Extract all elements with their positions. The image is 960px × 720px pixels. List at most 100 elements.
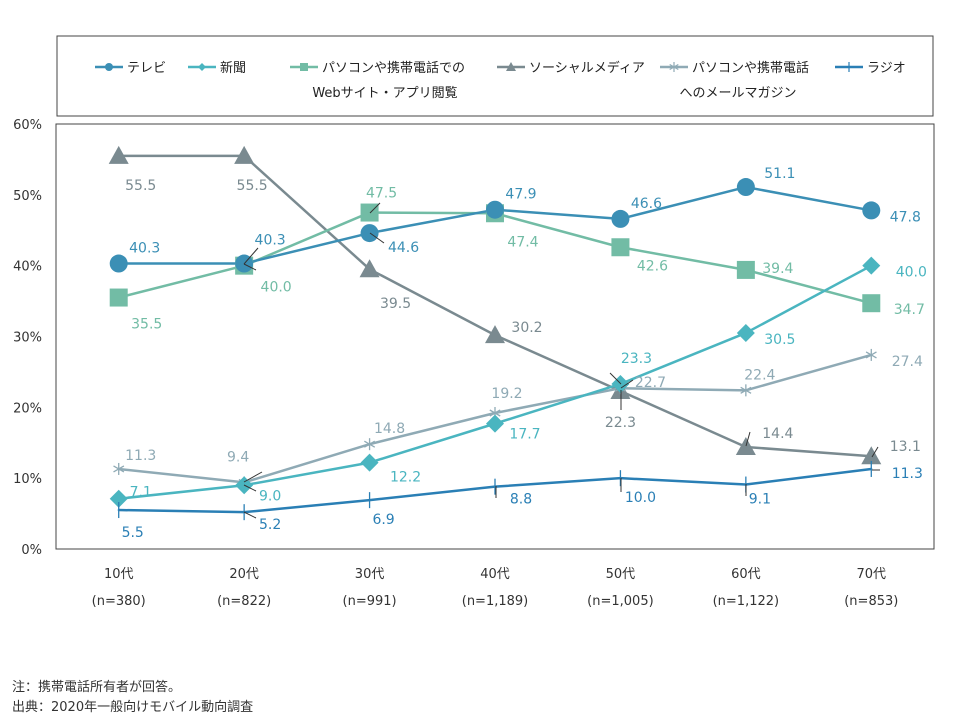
data-label: 12.2 [390, 470, 421, 486]
legend-box [56, 35, 934, 117]
data-label: 47.8 [890, 209, 921, 225]
data-label: 40.3 [255, 233, 286, 249]
data-point [108, 145, 129, 164]
legend-marker [506, 62, 516, 71]
data-label: 14.4 [762, 426, 793, 442]
label-leader-line [369, 202, 381, 214]
x-tick-sample-size: (n=822) [217, 594, 271, 609]
data-label: 13.1 [890, 439, 921, 455]
data-label: 55.5 [237, 178, 268, 194]
legend-label: パソコンや携帯電話での [322, 60, 465, 76]
data-label: 30.2 [511, 320, 542, 336]
data-label: 19.2 [491, 386, 522, 402]
data-label: 9.0 [259, 488, 281, 504]
data-label: 40.0 [896, 265, 927, 281]
legend-label: ラジオ [867, 61, 906, 76]
series-line [118, 185, 872, 265]
data-point [861, 446, 882, 465]
label-leader-line [243, 484, 257, 492]
data-point [862, 256, 881, 275]
data-label: 9.4 [227, 449, 249, 465]
data-point [364, 438, 376, 451]
data-point [109, 288, 128, 307]
data-point [359, 259, 380, 278]
data-label: 14.8 [374, 421, 405, 437]
y-tick-label: 40% [13, 260, 42, 275]
label-leader-line [871, 446, 879, 458]
x-tick-sample-size: (n=991) [343, 594, 397, 609]
data-point [862, 201, 881, 220]
data-point [117, 502, 120, 519]
x-tick-label: 20代 [229, 567, 259, 582]
x-tick-sample-size: (n=1,005) [587, 594, 654, 609]
data-label: 34.7 [894, 302, 925, 318]
x-tick-label: 60代 [731, 567, 761, 582]
label-leader-line [369, 232, 385, 244]
x-tick-label: 40代 [480, 567, 510, 582]
data-label: 35.5 [131, 317, 162, 333]
y-tick-label: 20% [13, 401, 42, 416]
x-tick-label: 30代 [355, 567, 385, 582]
label-leader-line [620, 379, 634, 389]
data-point [611, 209, 630, 228]
data-label: 42.6 [637, 258, 668, 274]
legend-marker [844, 62, 854, 72]
data-label: 5.5 [122, 525, 144, 541]
data-label: 39.5 [380, 296, 411, 312]
data-point [360, 203, 379, 222]
x-tick-sample-size: (n=1,189) [462, 594, 529, 609]
data-point [485, 325, 505, 344]
x-tick-label: 70代 [857, 567, 887, 582]
label-leader-line [243, 511, 257, 519]
source-note: 出典：2020年一般向けモバイル動向調査 [12, 700, 254, 715]
label-leader-line [243, 247, 259, 265]
data-label: 11.3 [892, 466, 923, 482]
data-point [611, 238, 630, 257]
data-point [360, 224, 379, 243]
x-tick-sample-size: (n=853) [844, 594, 898, 609]
label-leader-line [609, 372, 622, 385]
data-label: 17.7 [509, 427, 540, 443]
data-label: 5.2 [259, 517, 281, 533]
data-label: 30.5 [764, 332, 795, 348]
legend-marker [300, 63, 308, 71]
legend-label: パソコンや携帯電話 [692, 60, 809, 76]
y-tick-label: 50% [13, 189, 42, 204]
legend-label: テレビ [127, 61, 166, 76]
y-tick-label: 60% [13, 118, 42, 133]
x-tick-sample-size: (n=380) [92, 594, 146, 609]
data-point [865, 348, 877, 361]
series-line [118, 211, 872, 305]
data-label: 44.6 [388, 240, 419, 256]
label-leader-line [243, 263, 257, 271]
data-point [109, 489, 128, 508]
data-label: 7.1 [130, 485, 152, 501]
legend-label-line2: Webサイト・アプリ閲覧 [312, 85, 457, 101]
data-label: 22.7 [635, 375, 666, 391]
label-leader-line [745, 431, 751, 447]
data-label: 55.5 [125, 178, 156, 194]
data-point [736, 260, 755, 279]
data-point [109, 254, 128, 273]
data-label: 10.0 [625, 490, 656, 506]
data-point [740, 384, 752, 397]
data-label: 22.3 [605, 415, 636, 431]
legend-marker [669, 62, 679, 72]
data-label: 39.4 [762, 261, 793, 277]
plot-border [55, 123, 935, 550]
x-tick-sample-size: (n=1,122) [713, 594, 780, 609]
data-point [368, 492, 371, 509]
data-point [486, 200, 504, 219]
y-tick-label: 0% [21, 543, 42, 558]
data-label: 27.4 [892, 354, 923, 370]
data-label: 6.9 [372, 512, 394, 528]
data-label: 51.1 [764, 166, 795, 182]
data-point [870, 460, 873, 477]
data-point [862, 294, 881, 313]
legend-label: ソーシャルメディア [529, 60, 645, 76]
data-point [360, 453, 379, 472]
legend-label: 新聞 [220, 60, 246, 76]
footnote: 注：携帯電話所有者が回答。 [12, 680, 182, 695]
data-label: 47.5 [366, 186, 397, 202]
